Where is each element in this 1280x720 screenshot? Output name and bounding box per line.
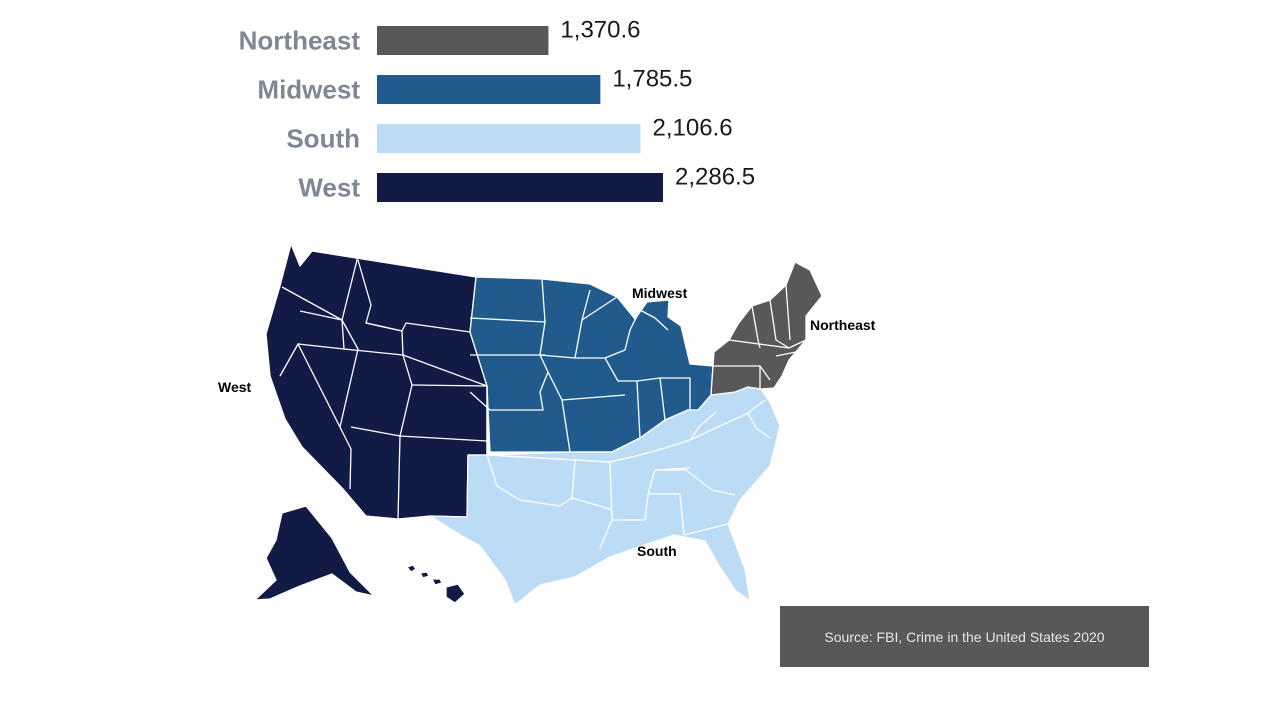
map-label-south: South [637,543,677,559]
bar [377,124,641,153]
map-region-west [265,243,488,520]
map-region-south [429,386,781,606]
bar-category-label: South [286,124,360,154]
map-label-midwest: Midwest [632,285,688,301]
map-region-northeast [710,261,823,396]
bar-category-label: Northeast [239,26,361,56]
bar [377,26,549,55]
bar-value-label: 1,370.6 [560,17,640,44]
map-region-alaska [254,505,375,601]
map-label-northeast: Northeast [810,317,876,333]
map-region-hawaii [406,564,466,604]
bar-category-label: West [298,173,360,203]
bar [377,75,601,104]
bar-category-label: Midwest [257,75,360,105]
bar-value-label: 2,286.5 [675,164,755,191]
bar-chart: Northeast 1,370.6 Midwest 1,785.5 South 2,106… [239,17,755,203]
map-label-west: West [218,379,252,395]
source-text: Source: FBI, Crime in the United States … [824,628,1105,645]
bar-value-label: 1,785.5 [612,66,692,93]
bar-value-label: 2,106.6 [652,115,732,142]
bar [377,173,663,202]
source-box: Source: FBI, Crime in the United States … [780,606,1149,667]
